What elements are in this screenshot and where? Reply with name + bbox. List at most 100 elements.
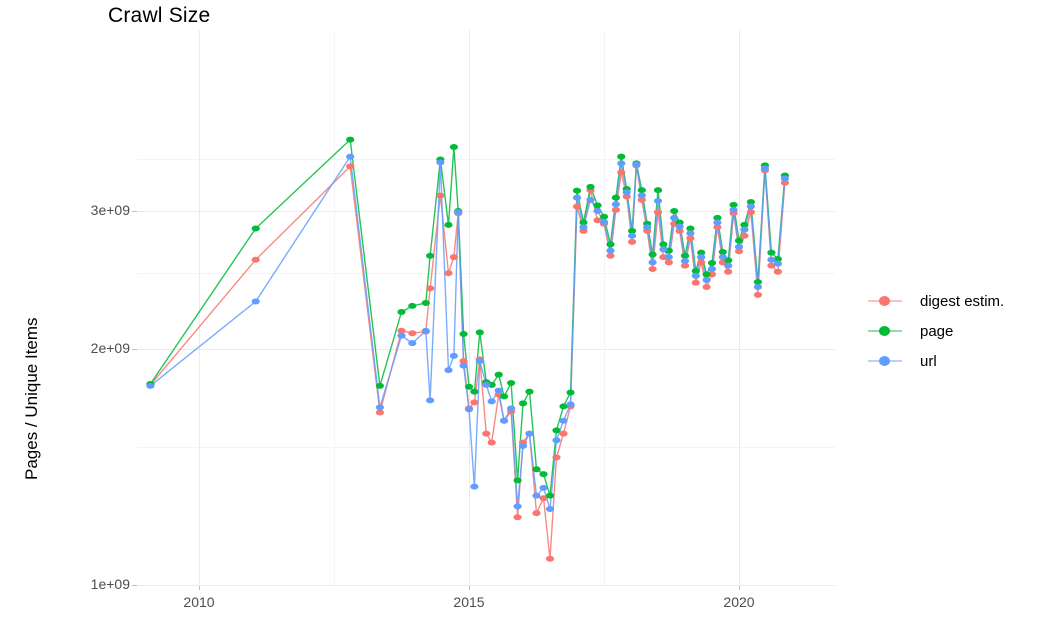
legend-item-digest-estim-[interactable]: digest estim. xyxy=(868,286,1053,316)
data-point xyxy=(459,331,468,338)
legend-key-page xyxy=(868,316,902,346)
data-point xyxy=(513,503,522,510)
data-point xyxy=(632,161,641,168)
data-point xyxy=(426,252,435,259)
data-point xyxy=(659,241,668,248)
gridline-y-major-0 xyxy=(137,585,835,586)
data-point xyxy=(686,225,695,232)
data-point xyxy=(718,254,727,261)
data-point xyxy=(459,362,468,369)
data-point xyxy=(586,196,595,203)
data-point xyxy=(251,256,260,263)
data-point xyxy=(740,232,749,239)
series-line-page xyxy=(149,138,786,497)
legend-dot-icon xyxy=(879,326,890,336)
gridline-x-minor-1 xyxy=(604,30,605,585)
gridline-y-minor-2 xyxy=(137,159,835,160)
data-point xyxy=(586,183,595,190)
data-point xyxy=(449,144,458,151)
gridline-x-major-1 xyxy=(469,30,470,585)
data-point xyxy=(707,266,717,273)
data-point xyxy=(702,276,711,283)
data-point xyxy=(444,270,453,277)
data-point xyxy=(734,248,744,255)
data-point xyxy=(653,197,663,204)
data-point xyxy=(449,352,458,359)
legend-key-digest-estim xyxy=(868,286,902,316)
data-point xyxy=(680,252,690,259)
data-point xyxy=(729,201,738,208)
data-point xyxy=(494,371,503,378)
data-point xyxy=(487,398,496,405)
data-point xyxy=(702,283,711,290)
data-point xyxy=(559,430,568,437)
data-point xyxy=(617,153,626,160)
data-point xyxy=(436,159,445,166)
data-point xyxy=(532,466,541,473)
data-point xyxy=(680,262,690,269)
data-point xyxy=(648,259,657,266)
data-point xyxy=(545,492,555,499)
data-point xyxy=(579,224,588,231)
data-point xyxy=(753,283,763,290)
x-axis-tick-2015: 2015 xyxy=(453,594,485,610)
plot-panel xyxy=(137,30,835,586)
data-point xyxy=(525,430,534,437)
data-point xyxy=(464,406,474,413)
data-point xyxy=(664,254,673,261)
data-point xyxy=(346,163,355,170)
data-point xyxy=(637,192,646,199)
data-point xyxy=(697,254,706,261)
data-point xyxy=(408,340,417,347)
legend-item-url[interactable]: url xyxy=(868,346,1053,376)
data-point xyxy=(408,330,417,337)
page-title: Crawl Size xyxy=(108,4,211,27)
data-point xyxy=(513,514,522,521)
data-point xyxy=(686,235,695,242)
data-point xyxy=(767,262,776,269)
data-point xyxy=(572,187,582,194)
data-point xyxy=(532,492,541,499)
data-point xyxy=(539,495,548,502)
series-points-digest-estim- xyxy=(146,162,790,562)
legend: digest estim. page url xyxy=(868,286,1053,376)
data-point xyxy=(664,259,673,266)
data-point xyxy=(397,332,406,339)
data-point xyxy=(746,199,755,206)
data-point xyxy=(767,249,776,256)
x-axis-tickmark-2020 xyxy=(739,585,740,590)
data-point xyxy=(617,169,626,176)
y-axis-tick-1e+09: 1e+09 xyxy=(90,576,130,592)
data-point xyxy=(724,268,733,275)
data-point xyxy=(449,254,458,261)
data-point xyxy=(375,409,384,416)
data-point xyxy=(572,194,582,201)
data-point xyxy=(729,206,738,213)
series-line-url xyxy=(149,155,786,510)
legend-item-page[interactable]: page xyxy=(868,316,1053,346)
data-point xyxy=(470,388,479,395)
y-axis-tick-2e+09: 2e+09 xyxy=(90,340,130,357)
data-point xyxy=(670,208,679,214)
data-point xyxy=(773,268,782,275)
data-point xyxy=(724,262,733,269)
data-point xyxy=(525,388,534,395)
data-point xyxy=(421,299,430,306)
legend-item-label: url xyxy=(920,352,937,370)
data-point xyxy=(697,249,706,256)
x-axis-tick-2020: 2020 xyxy=(723,594,755,610)
y-axis-tick-3e+09: 3e+09 xyxy=(90,202,130,218)
data-point xyxy=(532,510,541,517)
data-point xyxy=(675,227,684,234)
data-point xyxy=(746,203,755,210)
data-point xyxy=(691,279,700,286)
data-point xyxy=(397,327,406,334)
data-point xyxy=(773,260,782,267)
data-point xyxy=(475,358,484,365)
data-point xyxy=(675,219,684,226)
data-point xyxy=(611,201,620,208)
gridline-y-major-2 xyxy=(137,211,835,212)
data-point xyxy=(579,219,588,226)
y-axis-label: Pages / Unique Items xyxy=(22,317,41,480)
